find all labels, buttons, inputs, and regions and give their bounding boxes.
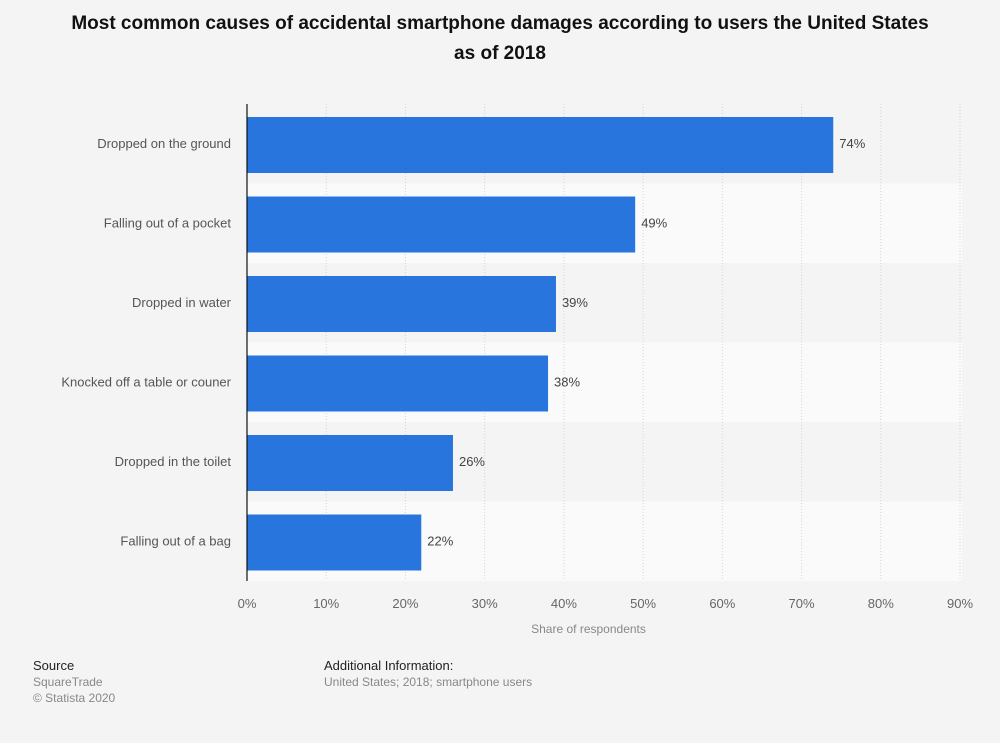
- data-label: 38%: [554, 375, 580, 390]
- data-label: 39%: [562, 295, 588, 310]
- data-label: 49%: [641, 216, 667, 231]
- x-tick-label: 0%: [238, 596, 257, 611]
- bar: [247, 355, 549, 412]
- data-label: 22%: [427, 534, 453, 549]
- category-label: Falling out of a pocket: [104, 216, 232, 231]
- x-tick-label: 80%: [868, 596, 894, 611]
- additional-info-heading: Additional Information:: [324, 658, 454, 673]
- source-heading: Source: [33, 658, 75, 673]
- source-value[interactable]: SquareTrade: [33, 675, 103, 689]
- copyright: © Statista 2020: [33, 691, 116, 705]
- x-tick-label: 90%: [947, 596, 973, 611]
- data-label: 26%: [459, 454, 485, 469]
- bar: [247, 435, 453, 491]
- x-axis-title: Share of respondents: [531, 622, 646, 636]
- bar: [247, 196, 636, 253]
- x-tick-label: 40%: [551, 596, 577, 611]
- bar: [247, 117, 834, 173]
- category-label: Dropped on the ground: [97, 136, 231, 151]
- additional-info-value: United States; 2018; smartphone users: [324, 675, 533, 689]
- category-label: Knocked off a table or couner: [61, 375, 231, 390]
- additional-info-block: Additional Information: United States; 2…: [324, 658, 532, 690]
- source-block: Source SquareTrade © Statista 2020: [33, 658, 115, 706]
- bar: [247, 276, 556, 332]
- bar: [247, 514, 422, 571]
- x-tick-label: 20%: [392, 596, 418, 611]
- data-label: 74%: [839, 136, 865, 151]
- x-tick-label: 10%: [313, 596, 339, 611]
- x-tick-label: 70%: [789, 596, 815, 611]
- category-label: Dropped in water: [132, 295, 232, 310]
- x-tick-label: 30%: [472, 596, 498, 611]
- category-label: Falling out of a bag: [120, 534, 231, 549]
- category-label: Dropped in the toilet: [115, 454, 232, 469]
- chart-title: Most common causes of accidental smartph…: [71, 13, 929, 64]
- x-tick-label: 60%: [709, 596, 735, 611]
- x-tick-label: 50%: [630, 596, 656, 611]
